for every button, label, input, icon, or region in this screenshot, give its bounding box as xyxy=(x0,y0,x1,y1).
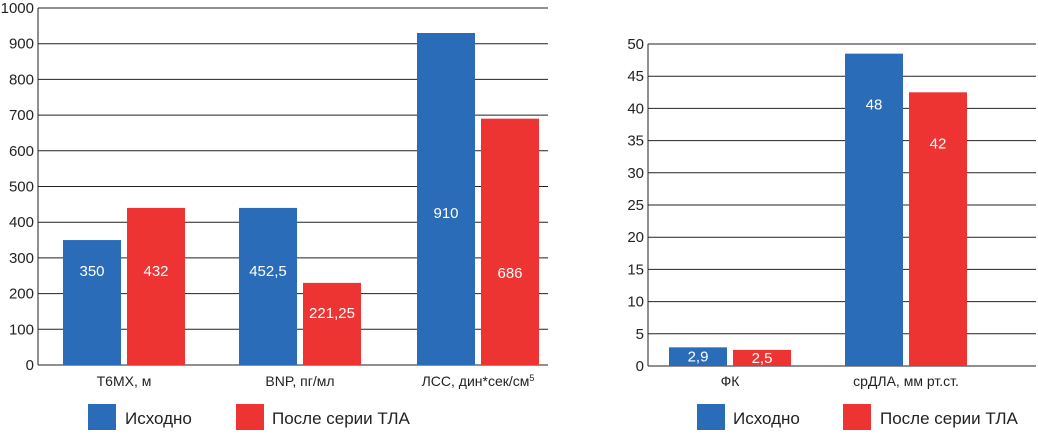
y-tick-label: 20 xyxy=(627,229,644,246)
bar-baseline-1 xyxy=(63,240,121,365)
x-tick-label: ФК xyxy=(721,373,741,389)
x-tick-label: ЛСС, дин*сек/см5 xyxy=(422,373,535,389)
data-label: 350 xyxy=(79,263,104,280)
bar-after-3 xyxy=(481,118,539,365)
data-label: 221,25 xyxy=(309,305,355,322)
bar-baseline-2 xyxy=(845,53,903,366)
chart-2: 0 5 10 15 20 25 30 35 40 45 50 2,9 2,5 ФК 48 42 срДЛА, м… xyxy=(627,36,1036,430)
data-label: 910 xyxy=(433,205,458,222)
y-tick-label: 500 xyxy=(9,179,34,196)
data-label: 452,5 xyxy=(249,263,287,280)
y-tick-label: 800 xyxy=(9,71,34,88)
y-tick-label: 700 xyxy=(9,107,34,124)
y-tick-label: 600 xyxy=(9,143,34,160)
legend-label: Исходно xyxy=(733,409,800,428)
x-tick-label: Т6МХ, м xyxy=(97,373,152,389)
y-tick-label: 400 xyxy=(9,214,34,231)
y-tick-label: 30 xyxy=(627,165,644,182)
bar-baseline-1 xyxy=(669,347,727,366)
y-tick-label: 50 xyxy=(627,36,644,53)
x-tick-label: срДЛА, мм рт.ст. xyxy=(853,373,959,389)
bar-baseline-3 xyxy=(417,32,475,366)
y-tick-label: 5 xyxy=(636,326,644,343)
bar-after-2 xyxy=(303,282,361,365)
bar-after-1 xyxy=(127,207,185,365)
data-label: 2,9 xyxy=(688,349,709,366)
bar-after-2 xyxy=(909,92,967,367)
y-tick-label: 300 xyxy=(9,250,34,267)
bar-after-1 xyxy=(733,349,791,366)
y-tick-label: 200 xyxy=(9,286,34,303)
data-label: 432 xyxy=(143,263,168,280)
y-tick-label: 25 xyxy=(627,197,644,214)
data-label: 48 xyxy=(866,97,883,114)
y-tick-label: 10 xyxy=(627,294,644,311)
y-tick-label: 100 xyxy=(9,321,34,338)
data-label: 686 xyxy=(497,265,522,282)
legend-swatch xyxy=(697,404,725,430)
y-tick-label: 15 xyxy=(627,261,644,278)
bar-baseline-2 xyxy=(239,207,297,365)
legend-label: После серии ТЛА xyxy=(880,409,1019,428)
y-tick-label: 1000 xyxy=(1,0,34,17)
y-tick-label: 0 xyxy=(636,358,644,375)
legend-swatch xyxy=(88,404,116,430)
y-tick-label: 45 xyxy=(627,68,644,85)
x-tick-superscript: 5 xyxy=(529,373,534,383)
legend-swatch xyxy=(843,404,871,430)
y-tick-label: 0 xyxy=(26,357,34,374)
data-label: 42 xyxy=(930,135,947,152)
data-label: 2,5 xyxy=(752,350,773,367)
legend-label: Исходно xyxy=(125,409,192,428)
y-tick-label: 35 xyxy=(627,133,644,150)
y-tick-label: 900 xyxy=(9,36,34,53)
legend-label: После серии ТЛА xyxy=(272,409,411,428)
chart-1: 0 100 200 300 400 500 600 700 800 900 1000 350 432 Т6… xyxy=(1,0,548,430)
y-tick-label: 40 xyxy=(627,100,644,117)
legend-swatch xyxy=(236,404,264,430)
x-tick-label: BNP, пг/мл xyxy=(265,373,334,389)
